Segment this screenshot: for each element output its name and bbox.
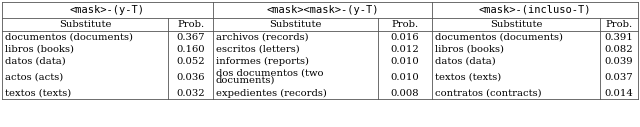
Text: 0.391: 0.391 <box>605 33 634 42</box>
Text: 0.008: 0.008 <box>390 89 419 98</box>
Text: datos (data): datos (data) <box>5 57 66 66</box>
Text: Substitute: Substitute <box>269 20 322 29</box>
Text: 0.036: 0.036 <box>176 73 205 82</box>
Text: 0.367: 0.367 <box>176 33 205 42</box>
Text: <mask>-(incluso-T): <mask>-(incluso-T) <box>479 5 591 15</box>
Text: datos (data): datos (data) <box>435 57 496 66</box>
Text: libros (books): libros (books) <box>5 44 74 53</box>
Text: textos (texts): textos (texts) <box>435 73 501 82</box>
Text: 0.010: 0.010 <box>390 73 419 82</box>
Text: <mask>-(y-T): <mask>-(y-T) <box>70 5 145 15</box>
Text: dos documentos (two: dos documentos (two <box>216 69 323 78</box>
Text: Prob.: Prob. <box>605 20 632 29</box>
Text: informes (reports): informes (reports) <box>216 56 309 66</box>
Text: Prob.: Prob. <box>392 20 419 29</box>
Text: 0.037: 0.037 <box>605 73 634 82</box>
Text: escritos (letters): escritos (letters) <box>216 44 300 53</box>
Text: documentos (documents): documentos (documents) <box>5 33 133 42</box>
Text: Substitute: Substitute <box>59 20 111 29</box>
Text: 0.010: 0.010 <box>390 57 419 66</box>
Text: Prob.: Prob. <box>177 20 204 29</box>
Text: Substitute: Substitute <box>490 20 542 29</box>
Text: 0.016: 0.016 <box>390 33 419 42</box>
Text: textos (texts): textos (texts) <box>5 89 71 98</box>
Text: documentos (documents): documentos (documents) <box>435 33 563 42</box>
Text: documents): documents) <box>216 76 275 85</box>
Text: 0.032: 0.032 <box>176 89 205 98</box>
Text: 0.082: 0.082 <box>605 44 634 53</box>
Text: 0.014: 0.014 <box>605 89 634 98</box>
Text: actos (acts): actos (acts) <box>5 73 63 82</box>
Text: 0.039: 0.039 <box>605 57 634 66</box>
Text: expedientes (records): expedientes (records) <box>216 88 327 98</box>
Text: libros (books): libros (books) <box>435 44 504 53</box>
Text: <mask><mask>-(y-T): <mask><mask>-(y-T) <box>266 5 379 15</box>
Text: 0.052: 0.052 <box>176 57 205 66</box>
Text: 0.012: 0.012 <box>390 44 419 53</box>
Text: 0.160: 0.160 <box>176 44 205 53</box>
Text: contratos (contracts): contratos (contracts) <box>435 89 541 98</box>
Text: archivos (records): archivos (records) <box>216 33 308 42</box>
